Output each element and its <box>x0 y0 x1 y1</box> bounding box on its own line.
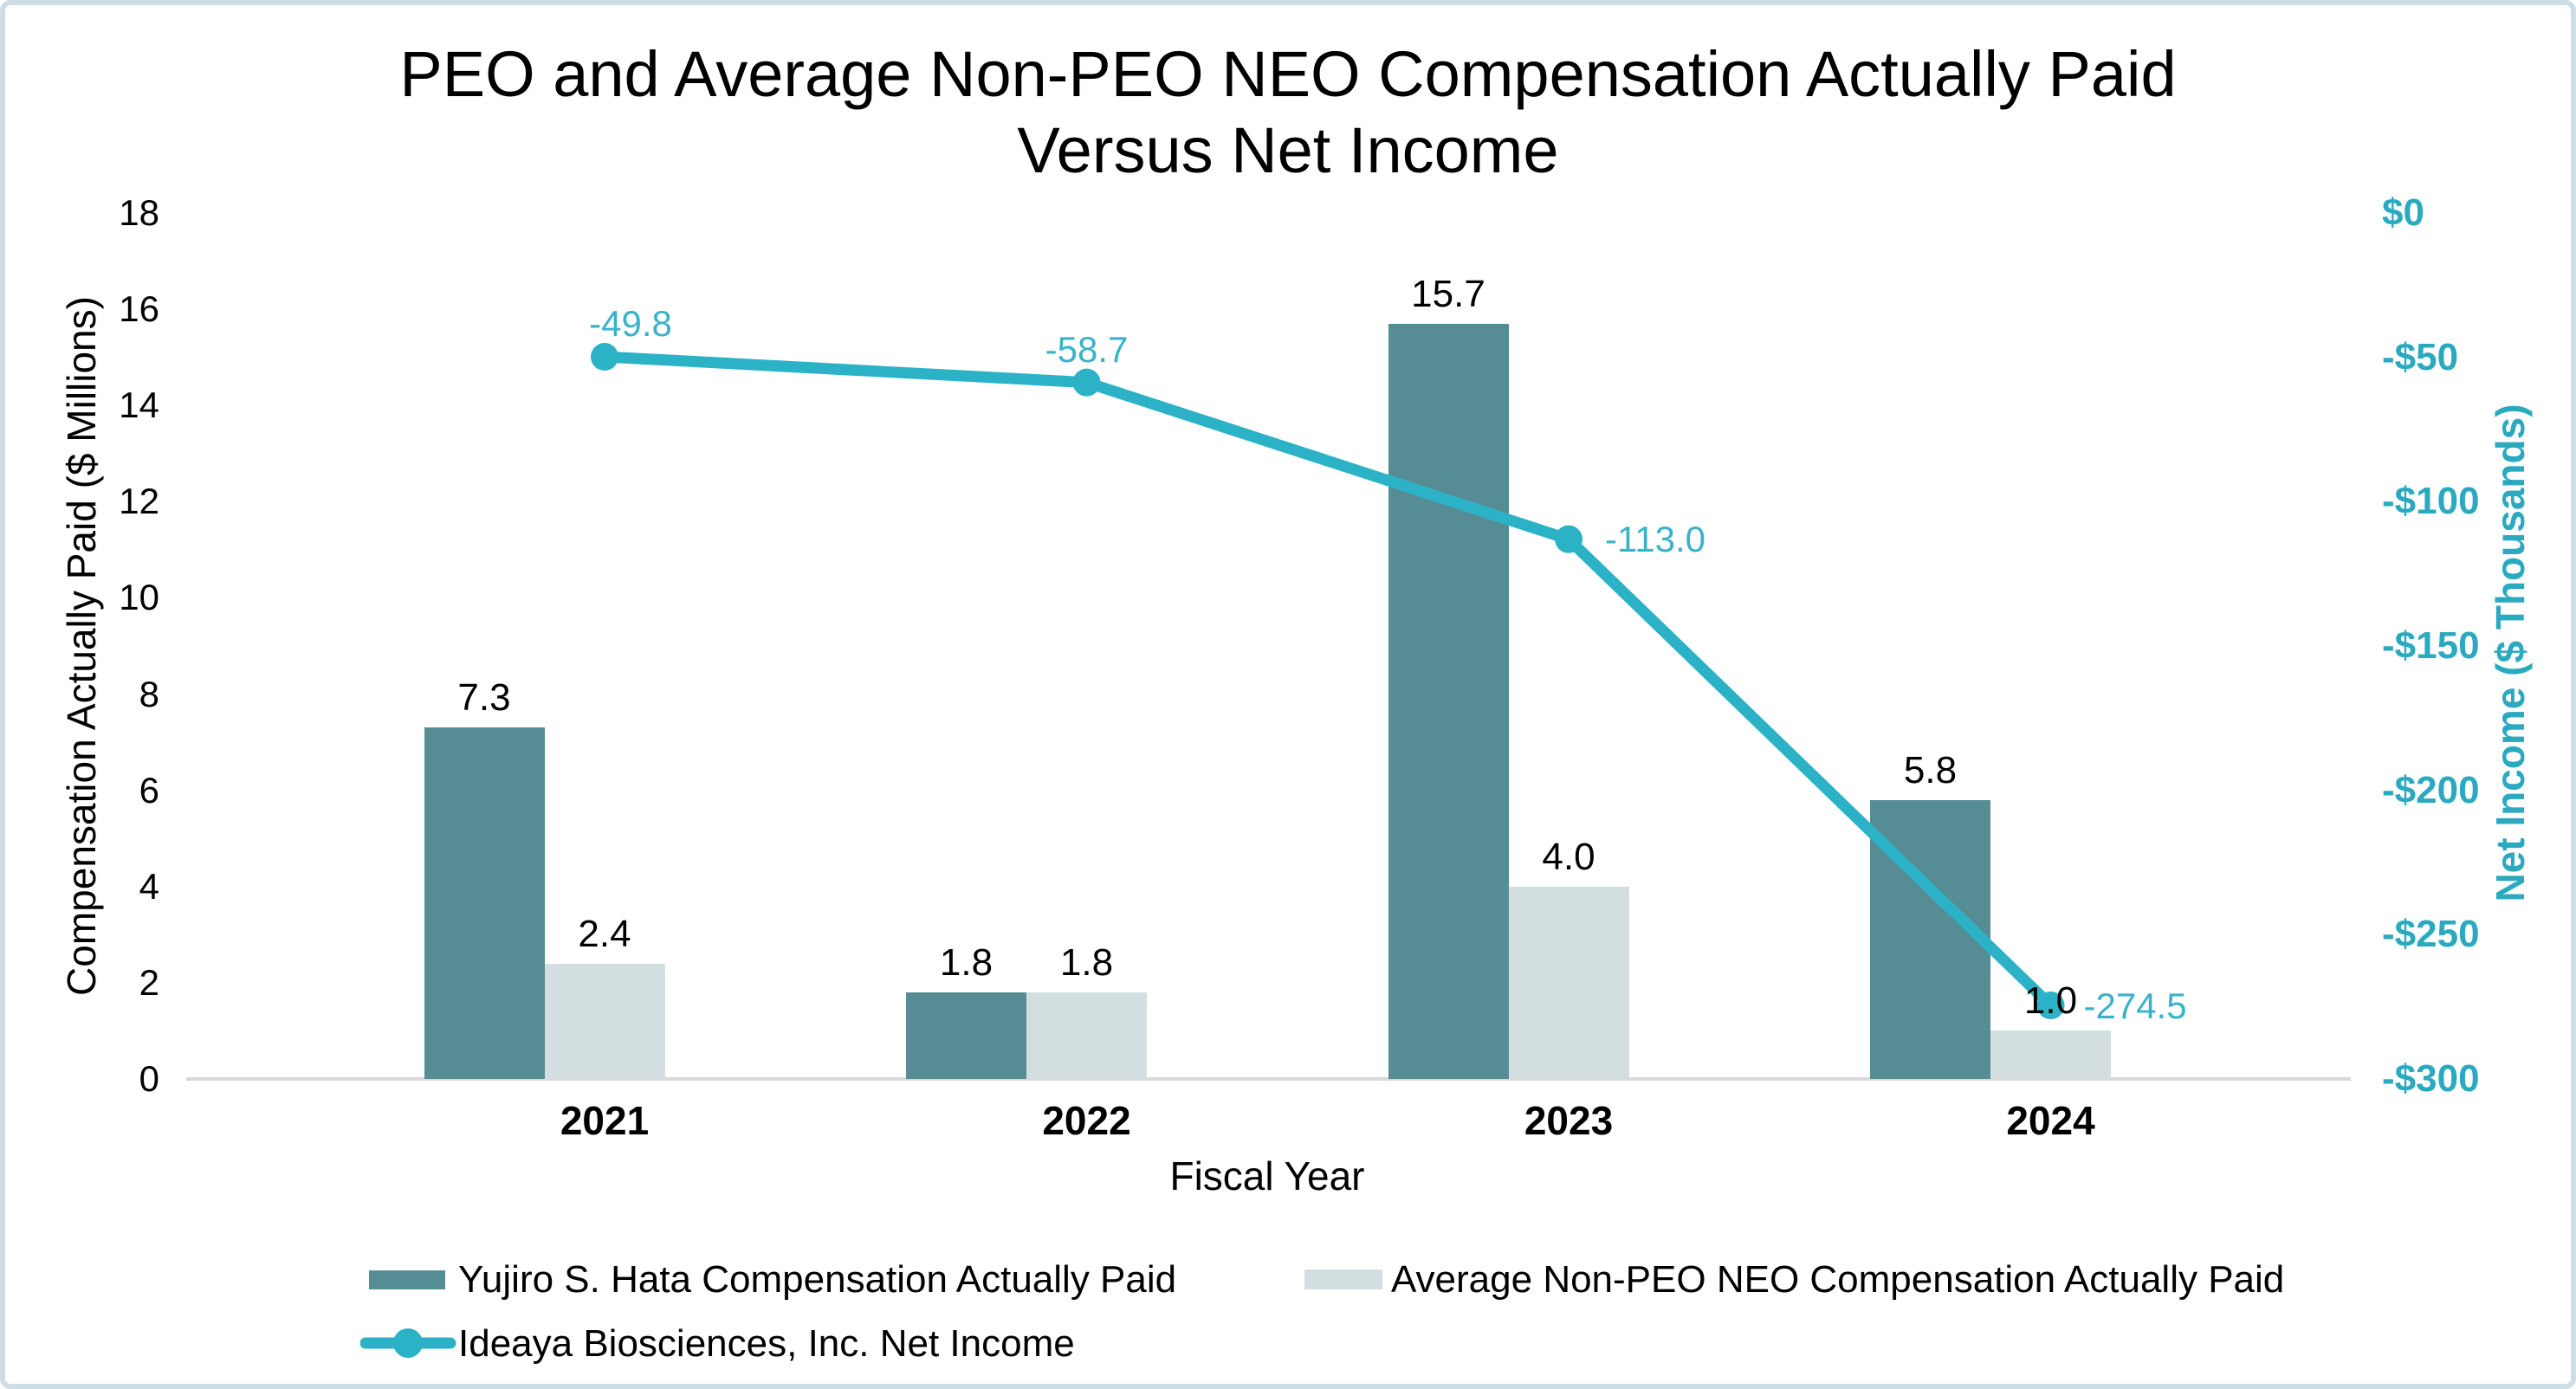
right-axis-tick: -$300 <box>2382 1057 2480 1100</box>
x-axis-category-label: 2022 <box>1042 1098 1131 1143</box>
legend-swatch-nonpeo-bar <box>1304 1269 1382 1289</box>
left-axis-tick: 12 <box>119 481 159 522</box>
x-axis-baseline <box>186 1077 2351 1081</box>
bar-value-label: 5.8 <box>1903 748 1958 791</box>
bar-value-label: 1.0 <box>2023 979 2078 1023</box>
net-income-point-marker <box>2036 992 2065 1019</box>
legend-marker-net-income-line <box>360 1328 456 1358</box>
left-axis-tick: 6 <box>139 769 159 811</box>
bar-nonpeo <box>1990 1030 2111 1079</box>
net-income-point-marker <box>1555 525 1582 553</box>
left-axis-tick: 4 <box>139 865 159 907</box>
net-income-point-label: -274.5 <box>2083 985 2187 1026</box>
legend-label-peo-bar: Yujiro S. Hata Compensation Actually Pai… <box>458 1258 1177 1301</box>
right-axis-tick: $0 <box>2382 191 2424 234</box>
legend-label-nonpeo-bar: Average Non-PEO NEO Compensation Actuall… <box>1391 1258 2285 1301</box>
bar-value-label: 15.7 <box>1411 272 1485 315</box>
net-income-point-marker <box>591 343 618 371</box>
right-axis-tick: -$250 <box>2382 913 2480 956</box>
net-income-point-marker <box>1072 368 1101 397</box>
bar-value-label: 2.4 <box>578 912 631 955</box>
right-axis-tick: -$200 <box>2382 768 2480 811</box>
chart-title-line2: Versus Net Income <box>1017 114 1559 186</box>
left-axis-tick: 16 <box>119 288 159 330</box>
bar-peo <box>424 727 545 1079</box>
right-axis-tick: -$100 <box>2382 480 2480 523</box>
chart-title-line1: PEO and Average Non-PEO NEO Compensation… <box>399 38 2177 110</box>
bar-value-label: 1.8 <box>939 941 994 984</box>
bar-peo <box>1388 323 1509 1079</box>
bar-nonpeo <box>1508 886 1629 1079</box>
bar-nonpeo <box>544 963 665 1079</box>
net-income-line <box>591 343 2065 1019</box>
legend-line-sample-marker <box>393 1328 423 1358</box>
net-income-line-path <box>604 351 2055 1010</box>
right-axis-tick: -$50 <box>2382 335 2459 378</box>
net-income-point-label: -113.0 <box>1605 518 1705 559</box>
bar-value-label: 1.8 <box>1059 941 1114 984</box>
bar-peo <box>906 992 1026 1079</box>
bar-value-label: 4.0 <box>1542 835 1595 878</box>
legend-label-net-income-line: Ideaya Biosciences, Inc. Net Income <box>458 1322 1075 1365</box>
x-axis-category-label: 2023 <box>1524 1098 1614 1143</box>
net-income-point-label: -58.7 <box>1045 328 1129 370</box>
legend-swatch-peo-bar <box>369 1270 445 1289</box>
left-axis-tick: 14 <box>119 384 159 426</box>
x-axis-title: Fiscal Year <box>1169 1153 1365 1198</box>
left-axis-tick: 8 <box>139 673 159 714</box>
left-axis-tick: 18 <box>119 192 159 233</box>
left-axis-tick: 0 <box>139 1058 159 1099</box>
left-axis-tick: 2 <box>139 961 159 1003</box>
left-axis-tick: 10 <box>119 577 159 618</box>
x-axis-category-label: 2021 <box>560 1098 650 1143</box>
x-axis-category-label: 2024 <box>2006 1098 2095 1143</box>
bar-nonpeo <box>1026 992 1147 1079</box>
bar-value-label: 7.3 <box>457 676 511 720</box>
right-axis-tick: -$150 <box>2382 624 2480 667</box>
net-income-point-label: -49.8 <box>589 303 672 344</box>
